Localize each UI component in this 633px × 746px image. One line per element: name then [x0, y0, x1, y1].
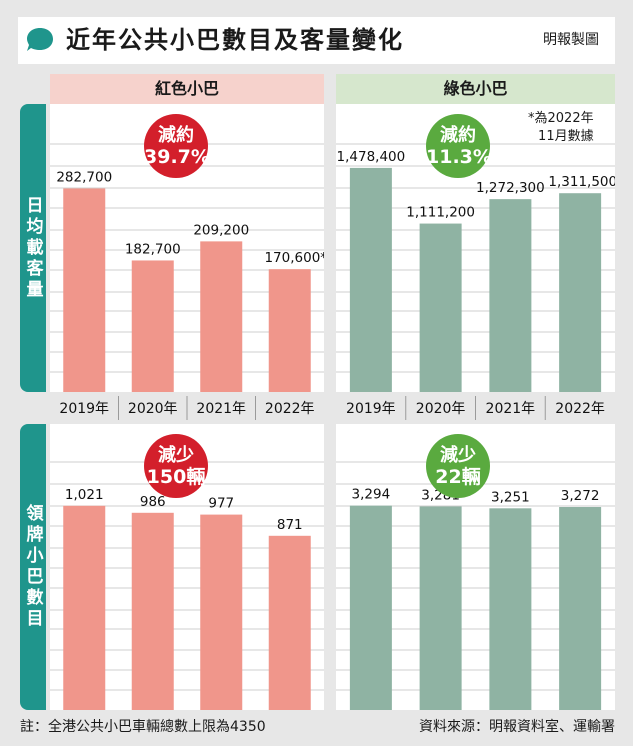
bar-green-licensed-1	[419, 506, 462, 710]
data-label-green-licensed-3: 3,272	[561, 488, 600, 504]
tick-label-green-2: 2021年	[486, 401, 536, 417]
bar-green-passengers-3	[559, 193, 602, 392]
data-label-green-licensed-0: 3,294	[352, 487, 391, 503]
tick-label-red-2: 2021年	[196, 401, 246, 417]
badge-green-licensed: 減少 22輛	[426, 434, 490, 498]
speech-bubble-icon	[27, 28, 53, 51]
data-label-green-passengers-3: 1,311,500*	[548, 174, 615, 190]
data-label-red-passengers-0: 282,700	[56, 169, 112, 185]
tick-label-red-1: 2020年	[128, 401, 178, 417]
bar-red-licensed-3	[268, 535, 311, 710]
bar-green-licensed-0	[349, 505, 392, 710]
bar-red-passengers-0	[63, 188, 106, 392]
bar-green-passengers-1	[419, 223, 462, 392]
chart-green-licensed: 3,294 3,281 3,251 3,272	[336, 461, 615, 710]
x-axis-strip: 2019年 2020年 2021年 2022年 2019年 2020年 2021年 2022年	[50, 392, 615, 424]
bar-green-licensed-2	[489, 508, 532, 710]
x-axis-labels: 2019年 2020年 2021年 2022年 2019年 2020年 2021年 2022年	[59, 396, 605, 420]
bar-green-passengers-2	[489, 199, 532, 392]
data-label-red-passengers-1: 182,700	[125, 241, 181, 257]
footnote: 註：全港公共小巴車輛總數上限為4350	[20, 719, 266, 735]
red-minibus-header: 紅色小巴	[50, 74, 324, 104]
panel-red-licensed: 1,021 986 977 871	[50, 424, 324, 710]
badge-red-passengers: 減約 39.7%	[144, 114, 210, 178]
tick-label-red-0: 2019年	[59, 401, 109, 417]
chart-red-passengers: 282,700 182,700 209,200 170,600*	[50, 143, 327, 392]
tick-label-green-3: 2022年	[555, 401, 605, 417]
tick-label-green-0: 2019年	[346, 401, 396, 417]
data-label-red-licensed-2: 977	[208, 496, 234, 512]
green-minibus-header: 綠色小巴	[336, 74, 615, 104]
tick-label-red-3: 2022年	[265, 401, 315, 417]
badge-red-licensed: 減少 150輛	[144, 434, 208, 498]
bar-green-licensed-3	[559, 507, 602, 710]
chart-red-licensed: 1,021 986 977 871	[50, 461, 324, 710]
data-label-green-passengers-2: 1,272,300	[476, 180, 545, 196]
bar-red-passengers-2	[200, 241, 243, 392]
data-note: *為2022年 11月數據	[528, 111, 594, 144]
badge-green-passengers: 減約 11.3%	[426, 114, 492, 178]
data-label-green-passengers-1: 1,111,200	[406, 205, 475, 221]
chart-title: 近年公共小巴數目及客量變化	[66, 26, 404, 54]
data-label-red-passengers-2: 209,200	[193, 222, 249, 238]
bar-green-passengers-0	[349, 167, 392, 392]
data-label-red-passengers-3: 170,600*	[264, 250, 324, 266]
credit-text: 明報製圖	[543, 32, 599, 48]
data-label-green-passengers-0: 1,478,400	[337, 149, 406, 165]
data-label-green-licensed-2: 3,251	[491, 489, 530, 505]
source-text: 資料來源：明報資料室、運輸署	[419, 719, 615, 735]
y-axis-label-licensed: 領牌小巴數目	[20, 424, 46, 710]
bar-red-passengers-3	[268, 269, 311, 392]
bar-red-licensed-2	[200, 514, 243, 710]
data-label-red-licensed-3: 871	[277, 517, 303, 533]
y-axis-label-passengers: 日均載客量	[20, 104, 46, 392]
tick-label-green-1: 2020年	[416, 401, 466, 417]
bar-red-licensed-0	[63, 505, 106, 710]
title-bar: 近年公共小巴數目及客量變化 明報製圖	[18, 17, 615, 64]
bar-red-licensed-1	[131, 512, 174, 710]
bar-red-passengers-1	[131, 260, 174, 392]
data-label-red-licensed-1: 986	[140, 494, 166, 510]
data-label-red-licensed-0: 1,021	[65, 487, 104, 503]
